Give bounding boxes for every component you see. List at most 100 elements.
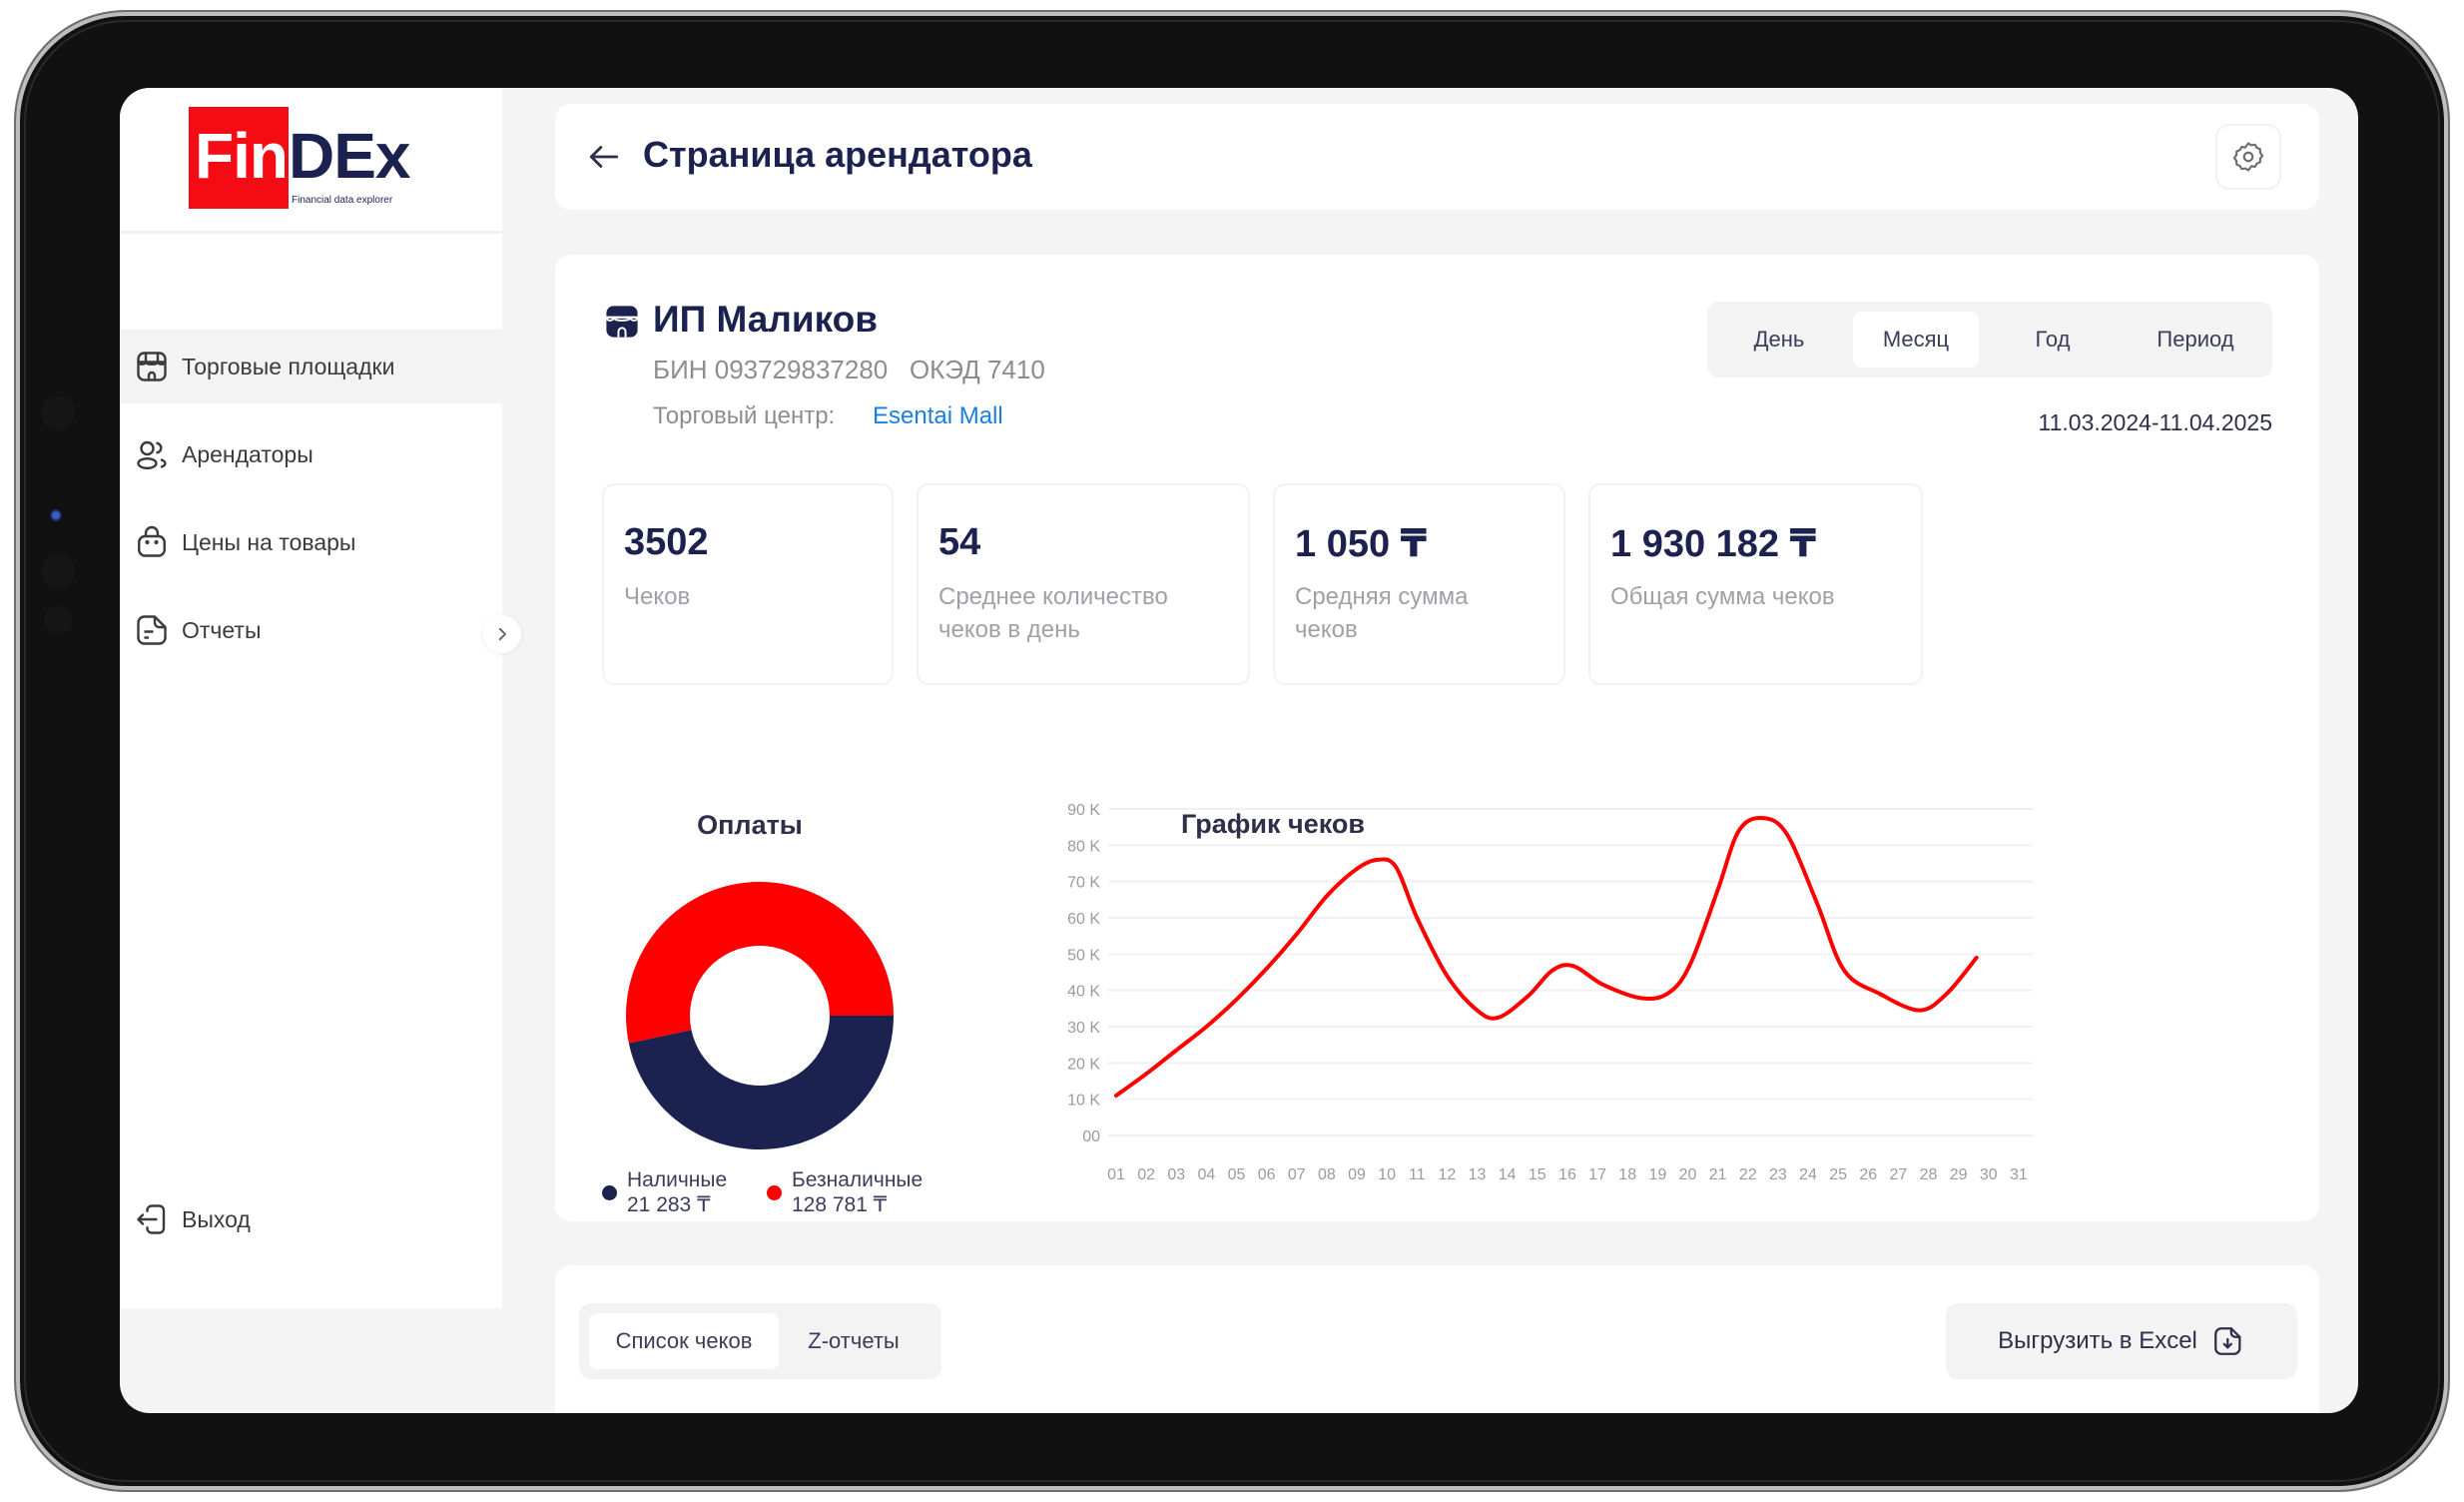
- payments-chart-title: Оплаты: [697, 810, 803, 840]
- x-tick-label: 22: [1739, 1166, 1757, 1183]
- x-tick-label: 31: [2010, 1166, 2028, 1183]
- legend-label: Наличные: [627, 1168, 728, 1191]
- stat-value: 1 930 182 ₸: [1610, 523, 1817, 565]
- x-tick-label: 14: [1499, 1166, 1517, 1183]
- sidebar-item-label: Цены на товары: [182, 528, 356, 555]
- y-tick-label: 90 K: [1067, 802, 1100, 819]
- y-tick-label: 20 K: [1067, 1056, 1100, 1073]
- x-tick-label: 23: [1769, 1166, 1787, 1183]
- stat-value: 3502: [624, 521, 709, 563]
- sidebar: Fin DEx Financial data explorer Торговые…: [120, 88, 502, 1308]
- period-day-button[interactable]: День: [1753, 327, 1805, 352]
- storefront-icon: [137, 352, 167, 381]
- mall-label: Торговый центр:: [653, 402, 836, 429]
- tab-z-reports[interactable]: Z-отчеты: [808, 1328, 900, 1353]
- stat-label: Общая сумма чеков: [1610, 583, 1835, 610]
- x-tick-label: 07: [1288, 1166, 1306, 1183]
- sidebar-expand-button[interactable]: [483, 615, 521, 653]
- frame-button: [44, 606, 72, 634]
- x-tick-label: 11: [1409, 1166, 1426, 1183]
- frame-button: [41, 554, 75, 588]
- x-tick-label: 06: [1258, 1166, 1276, 1183]
- period-month-button[interactable]: Месяц: [1853, 312, 1979, 368]
- logo-text-dex: DEx: [289, 120, 410, 192]
- sidebar-item-tenants[interactable]: Арендаторы: [120, 417, 502, 491]
- x-tick-label: 13: [1469, 1166, 1487, 1183]
- x-tick-label: 17: [1588, 1166, 1606, 1183]
- logo-red-block: [189, 107, 289, 209]
- stat-card-avg-checks-per-day: 54 Среднее количество чеков в день: [919, 485, 1248, 683]
- legend-item-cashless: Безналичные 128 781 ₸: [767, 1167, 923, 1217]
- x-tick-label: 28: [1920, 1166, 1938, 1183]
- gear-icon: [2232, 142, 2264, 172]
- list-tabs: Список чеков Z-отчеты: [579, 1303, 941, 1379]
- legend-dot-navy: [602, 1185, 617, 1200]
- stat-label: Чеков: [624, 583, 691, 610]
- checks-chart-title: График чеков: [1181, 809, 1365, 839]
- page-header: Страница арендатора: [555, 104, 2319, 210]
- legend-dot-red: [767, 1185, 782, 1200]
- y-tick-label: 60 K: [1067, 911, 1100, 928]
- y-tick-label: 10 K: [1067, 1093, 1100, 1110]
- x-tick-label: 10: [1378, 1166, 1396, 1183]
- date-range: 11.03.2024-11.04.2025: [2038, 409, 2272, 435]
- x-tick-label: 25: [1829, 1166, 1847, 1183]
- period-custom-button[interactable]: Период: [2156, 327, 2234, 352]
- x-tick-label: 20: [1679, 1166, 1697, 1183]
- stat-value: 1 050 ₸: [1295, 523, 1428, 565]
- settings-button[interactable]: [2217, 126, 2279, 188]
- y-tick-label: 80 K: [1067, 838, 1100, 855]
- page-title: Страница арендатора: [643, 134, 1032, 175]
- legend-value: 128 781 ₸: [792, 1193, 888, 1216]
- tenant-name: ИП Маликов: [653, 299, 878, 340]
- x-tick-label: 19: [1648, 1166, 1666, 1183]
- stat-card-total-sum: 1 930 182 ₸ Общая сумма чеков: [1590, 485, 1921, 683]
- logout-icon: [137, 1204, 166, 1234]
- mall-link[interactable]: Esentai Mall: [873, 402, 1003, 429]
- x-tick-label: 05: [1228, 1166, 1246, 1183]
- sidebar-item-prices[interactable]: Цены на товары: [120, 505, 502, 579]
- stat-value: 54: [938, 521, 981, 563]
- report-icon: [137, 615, 167, 645]
- legend-item-cash: Наличные 21 283 ₸: [602, 1167, 727, 1217]
- sidebar-item-label: Торговые площадки: [182, 353, 395, 379]
- x-tick-label: 24: [1799, 1166, 1817, 1183]
- tenant-overview-card: ИП Маликов БИН 093729837280 ОКЭД 7410 То…: [555, 255, 2319, 1221]
- sidebar-item-reports[interactable]: Отчеты: [120, 593, 502, 667]
- x-tick-label: 30: [1980, 1166, 1998, 1183]
- frame-button: [41, 395, 75, 429]
- tenant-identifiers: БИН 093729837280 ОКЭД 7410: [653, 355, 1045, 384]
- y-tick-label: 70 K: [1067, 875, 1100, 892]
- x-tick-label: 15: [1529, 1166, 1546, 1183]
- x-tick-label: 27: [1889, 1166, 1907, 1183]
- stat-label: Среднее количество чеков в день: [938, 583, 1168, 643]
- y-tick-label: 40 K: [1067, 984, 1100, 1001]
- export-excel-button[interactable]: Выгрузить в Excel: [1946, 1303, 2297, 1379]
- x-tick-label: 01: [1107, 1166, 1125, 1183]
- x-tick-label: 26: [1859, 1166, 1877, 1183]
- shopping-bag-icon: [138, 525, 166, 557]
- y-tick-label: 00: [1082, 1128, 1100, 1145]
- y-tick-label: 30 K: [1067, 1020, 1100, 1037]
- sidebar-item-trading-venues[interactable]: Торговые площадки: [120, 330, 502, 403]
- file-download-icon: [2214, 1327, 2241, 1355]
- x-tick-label: 04: [1197, 1166, 1215, 1183]
- sidebar-item-label: Арендаторы: [182, 440, 313, 467]
- stat-card-checks: 3502 Чеков: [604, 485, 892, 683]
- sidebar-item-label: Отчеты: [182, 616, 262, 643]
- legend-label: Безналичные: [792, 1168, 924, 1191]
- back-arrow-icon[interactable]: [585, 138, 623, 176]
- x-tick-label: 08: [1318, 1166, 1336, 1183]
- x-tick-label: 12: [1439, 1166, 1457, 1183]
- export-excel-label: Выгрузить в Excel: [1998, 1327, 2197, 1354]
- checks-list-card: Список чеков Z-отчеты Выгрузить в Excel: [555, 1265, 2319, 1413]
- x-tick-label: 02: [1137, 1166, 1155, 1183]
- x-tick-label: 29: [1950, 1166, 1968, 1183]
- period-year-button[interactable]: Год: [2035, 327, 2071, 352]
- findex-logo[interactable]: Fin DEx Financial data explorer: [189, 107, 428, 213]
- tab-checks-list[interactable]: Список чеков: [589, 1313, 779, 1369]
- period-selector: День Месяц Год Период: [1707, 302, 2272, 377]
- x-tick-label: 16: [1558, 1166, 1576, 1183]
- x-tick-label: 03: [1167, 1166, 1185, 1183]
- logout-button[interactable]: Выход: [120, 1182, 502, 1256]
